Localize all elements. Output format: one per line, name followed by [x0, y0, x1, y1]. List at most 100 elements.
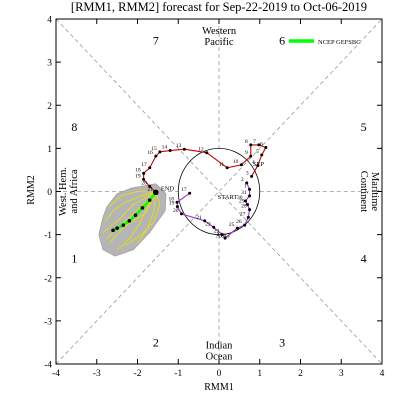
region-label-line: West. Hem. [58, 167, 69, 216]
data-point [248, 187, 252, 191]
data-label: 9 [245, 150, 248, 156]
legend-label: NCEP GEFSBC [318, 39, 361, 46]
x-tick-label: 2 [298, 369, 303, 379]
data-point [249, 154, 253, 158]
data-label: 2 [241, 177, 244, 183]
unit-circle [177, 147, 261, 236]
data-point [127, 219, 132, 223]
data-label: 20 [141, 180, 147, 186]
data-label: 29 [239, 198, 245, 204]
data-label: 26 [236, 219, 242, 225]
chart-title: [RMM1, RMM2] forecast for Sep-22-2019 to… [71, 0, 367, 14]
data-label: 14 [162, 145, 168, 151]
data-point [140, 206, 145, 210]
data-label: 25 [229, 222, 235, 228]
y-tick-label: 1 [47, 145, 52, 155]
region-label-line: Pacific [204, 37, 233, 48]
end-label: END [161, 185, 175, 192]
data-label: 30 [237, 195, 243, 201]
x-tick-label: 3 [339, 369, 344, 379]
data-point [188, 191, 192, 195]
data-point [168, 149, 172, 153]
data-point [115, 226, 119, 230]
data-point [154, 154, 158, 158]
data-label: 21 [147, 186, 153, 192]
data-label: 23 [214, 229, 220, 235]
phase-label: 6 [279, 34, 285, 48]
data-point [245, 181, 249, 185]
data-point [235, 226, 239, 230]
y-tick-label: 0 [47, 188, 52, 198]
data-label: 19 [135, 173, 141, 179]
data-point [148, 184, 152, 188]
data-label: 19 [169, 201, 175, 207]
data-point [212, 225, 216, 229]
x-tick-label: -1 [174, 369, 182, 379]
data-label: 24 [217, 232, 223, 238]
data-label: 27 [240, 211, 246, 217]
ensemble-member [106, 192, 157, 240]
x-tick-label: -3 [93, 369, 101, 379]
phase-label: 3 [279, 335, 285, 349]
y-tick-label: -1 [44, 231, 52, 241]
ensemble-member [116, 192, 157, 251]
data-point [257, 143, 261, 147]
region-label: West. Hem. and Africa [58, 167, 80, 216]
data-label: 16 [147, 150, 153, 156]
region-label-line: Continent [358, 171, 369, 212]
data-label: 17 [181, 187, 187, 193]
phase-label: 4 [361, 251, 367, 265]
region-label-line: and Africa [69, 169, 80, 213]
data-point [205, 151, 209, 155]
region-label-line: Maritime [369, 172, 380, 211]
region-label-line: Indian [206, 341, 234, 352]
data-point [142, 171, 146, 175]
month-label: SEP [253, 161, 265, 168]
y-tick-label: 2 [47, 102, 52, 112]
data-point [180, 212, 184, 216]
data-label: 11 [219, 162, 225, 168]
data-point [260, 153, 264, 157]
data-label: 15 [151, 146, 157, 152]
y-tick-label: -3 [44, 317, 52, 327]
region-label-line: Western [202, 26, 237, 37]
data-point [248, 208, 252, 212]
data-label: 21 [196, 215, 202, 221]
data-point [133, 213, 138, 218]
region-label-line: Ocean [206, 352, 234, 363]
end-marker [153, 189, 159, 196]
x-tick-label: 0 [217, 369, 222, 379]
x-axis-label: RMM1 [204, 382, 233, 393]
ensemble-member [102, 192, 157, 233]
data-label: 28 [241, 204, 247, 210]
data-label: 17 [141, 162, 147, 168]
ensemble-member [125, 192, 161, 246]
data-label: 31 [241, 190, 247, 196]
data-point [223, 236, 227, 240]
data-point [246, 202, 250, 206]
data-point [158, 150, 162, 154]
diagonal-guide [55, 18, 383, 365]
y-tick-label: -2 [44, 274, 52, 284]
diagonal-guide [55, 18, 383, 365]
x-tick-label: 4 [380, 369, 385, 379]
ensemble-member [137, 192, 157, 244]
data-point [239, 163, 243, 167]
data-label: 13 [176, 143, 182, 149]
data-point [148, 166, 152, 170]
ensemble-member [108, 192, 157, 244]
start-label: START [218, 194, 238, 201]
data-point [175, 200, 179, 204]
phase-label: 1 [71, 251, 77, 265]
ensemble-member [108, 191, 156, 207]
data-point [256, 164, 260, 168]
data-label: 12 [198, 147, 204, 153]
data-point [220, 233, 224, 237]
phase-label: 2 [153, 335, 159, 349]
month-label: AUG [216, 232, 230, 239]
data-point [249, 143, 253, 147]
